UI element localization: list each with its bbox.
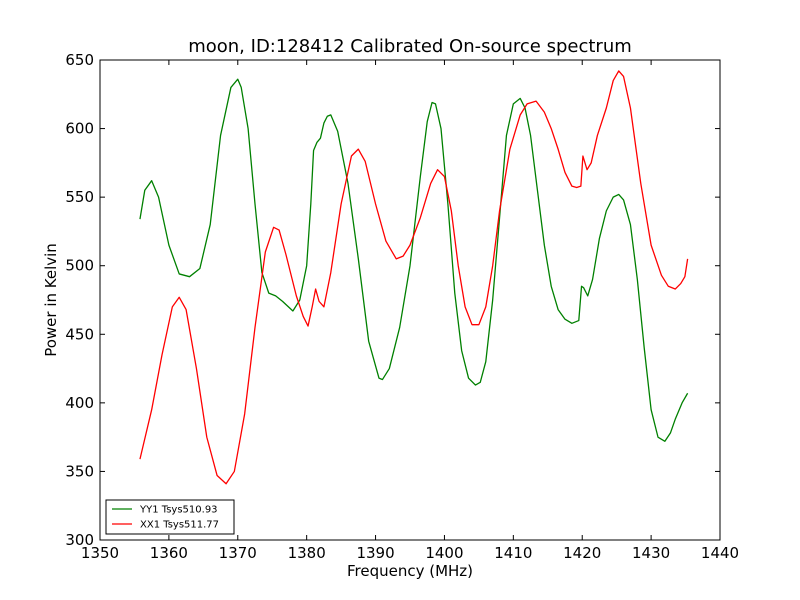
series-layer: [139, 70, 689, 485]
plot-area: [100, 60, 720, 540]
series-line-yy1: [139, 78, 689, 442]
x-tick-label: 1430: [632, 544, 670, 562]
legend-box: [105, 499, 235, 535]
legend-label-xx1: XX1 Tsys511.77: [140, 520, 219, 531]
x-tick-label: 1440: [701, 544, 739, 562]
legend: YY1 Tsys510.93 XX1 Tsys511.77: [105, 499, 235, 535]
y-tick-label: 600: [65, 120, 94, 138]
y-tick-label: 350: [65, 462, 94, 480]
x-tick-label: 1420: [563, 544, 601, 562]
y-tick-label: 450: [65, 325, 94, 343]
x-tick-label: 1380: [288, 544, 326, 562]
legend-label-yy1: YY1 Tsys510.93: [139, 505, 218, 516]
x-tick-label: 1370: [219, 544, 257, 562]
plot-frame: [99, 59, 721, 541]
chart-title: moon, ID:128412 Calibrated On-source spe…: [188, 36, 632, 57]
series-line-xx1: [139, 70, 689, 485]
y-tick-label: 500: [65, 257, 94, 275]
axis-ticks: 1350 1360 1370 1380 1390 1400 1410 1420 1430 1440…: [65, 51, 739, 562]
x-axis-label: Frequency (MHz): [347, 562, 473, 580]
y-tick-label: 300: [65, 531, 94, 549]
y-tick-label: 400: [65, 394, 94, 412]
y-tick-label: 650: [65, 51, 94, 69]
x-tick-label: 1390: [356, 544, 394, 562]
x-tick-label: 1360: [150, 544, 188, 562]
x-tick-label: 1400: [425, 544, 463, 562]
y-axis-label: Power in Kelvin: [42, 243, 60, 357]
x-tick-label: 1350: [81, 544, 119, 562]
y-tick-label: 550: [65, 188, 94, 206]
x-tick-label: 1410: [494, 544, 532, 562]
